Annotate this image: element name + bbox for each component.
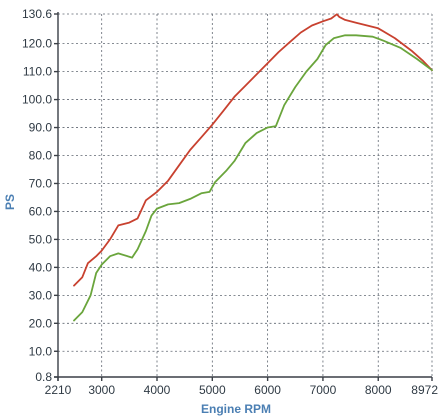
y-tick-label: 90.0: [29, 121, 53, 135]
x-tick-label: 4000: [144, 383, 171, 397]
x-tick-label: 8972: [411, 383, 438, 397]
y-tick-label: 30.0: [29, 288, 53, 302]
x-tick-label: 6000: [254, 383, 281, 397]
x-tick-label: 7000: [310, 383, 337, 397]
y-tick-label: 40.0: [29, 260, 53, 274]
y-tick-label: 60.0: [29, 204, 53, 218]
y-tick-label: 20.0: [29, 316, 53, 330]
y-tick-label: 10.0: [29, 344, 53, 358]
y-tick-label: 120.0: [22, 37, 52, 51]
y-tick-label: 100.0: [22, 93, 52, 107]
x-axis-label: Engine RPM: [201, 402, 271, 416]
x-tick-label: 5000: [199, 383, 226, 397]
y-tick-label: 80.0: [29, 149, 53, 163]
axes: [54, 12, 433, 381]
power-curve-red: [73, 13, 433, 287]
x-tick-label: 2210: [45, 383, 72, 397]
y-tick-label: 50.0: [29, 232, 53, 246]
tick-labels: 0.8 10.0 20.0 30.0 40.0 50.0 60.0 70.0 80.0 90.0 1…: [22, 7, 438, 397]
y-tick-label: 130.6: [22, 7, 52, 21]
power-curve-green: [73, 34, 433, 322]
y-tick-label: 110.0: [23, 65, 52, 79]
x-tick-label: 8000: [365, 383, 392, 397]
y-tick-label: 70.0: [29, 176, 53, 190]
x-tick-label: 3000: [88, 383, 115, 397]
grid: [58, 13, 433, 377]
y-tick-label: 0.8: [35, 370, 52, 384]
y-axis-label: PS: [3, 194, 17, 210]
series-lines: [73, 13, 433, 322]
